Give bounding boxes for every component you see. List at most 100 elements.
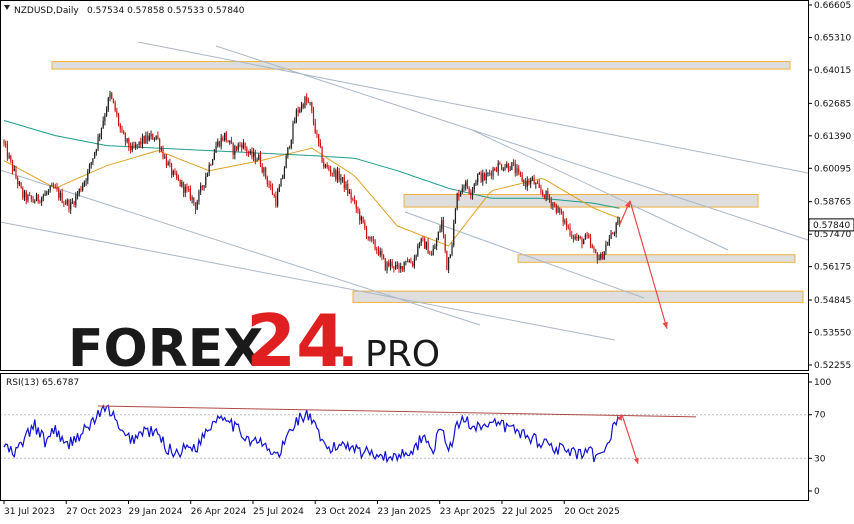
candle-body [554,203,556,205]
candle-body [288,147,291,149]
candle-body [347,184,349,194]
candle-body [324,164,327,168]
candle-body [304,96,306,108]
candle-body [135,144,137,148]
x-tick-label: 23 Apr 2025 [440,507,496,517]
candle-body [326,164,328,167]
candle-body [114,102,116,111]
candle-body [331,173,333,174]
candle-body [518,168,520,172]
candle-body [181,182,183,187]
candle-body [601,254,604,260]
candle-body [176,172,178,178]
candle-body [437,231,439,241]
candle-body [39,200,41,203]
candle-body [595,249,597,254]
candle-body [131,145,133,151]
candle-body [237,144,239,150]
candle-body [613,233,616,234]
candle-body [487,173,489,174]
candle-body [454,209,457,224]
candle-body [480,172,482,182]
candle-body [277,191,279,206]
candle-body [307,101,309,103]
candle-body [468,188,470,193]
candle-body [99,135,101,137]
candle-body [442,220,445,235]
candle-body [583,239,585,245]
candle-body [528,180,530,184]
candle-body [85,180,87,182]
candle-body [148,136,150,141]
logo-text-24: 24 [246,299,346,383]
candle-body [386,262,388,271]
candle-body [504,167,506,170]
candle-body [610,233,612,239]
candle-body [394,265,397,269]
forecast-arrows [619,200,668,329]
candle-body [338,170,340,181]
candle-body [424,239,426,249]
candle-body [485,173,487,180]
candle-body [543,194,545,199]
candle-body [579,236,581,239]
candle-body [295,110,298,122]
candle-body [596,253,598,261]
candle-body [210,164,212,166]
candle-body [401,266,404,270]
candle-body [333,169,335,174]
candle-body [300,104,303,110]
price-zone [517,254,796,263]
candle-body [218,141,221,147]
candle-body [461,188,463,192]
candle-body [121,128,123,132]
candle-body [191,197,193,200]
candle-body [75,195,77,205]
candle-body [225,132,227,141]
candle-body [499,163,501,165]
candle-body [136,144,138,146]
candle-body [206,173,209,177]
candle-body [263,167,265,173]
candle-body [372,239,374,241]
candle-body [170,163,173,175]
candle-body [516,168,518,174]
candle-body [586,234,588,236]
candle-body [584,234,586,240]
candle-body [376,248,378,251]
candle-body [302,104,304,108]
candle-body [41,197,43,203]
candle-body [17,177,19,185]
candle-body [506,164,508,168]
candle-body [247,152,250,154]
forecast-arrow-head-icon [624,200,630,208]
candle-body [432,249,434,256]
candle-body [341,177,344,179]
candle-body [571,235,573,237]
candle-body [213,152,215,160]
candle-body [340,178,342,181]
candle-body [410,260,412,264]
candle-body [82,185,84,191]
candle-body [162,149,164,158]
candle-body [311,102,313,111]
dropdown-triangle-icon[interactable] [4,5,10,10]
candle-body [42,195,44,198]
rsi-arrow-head-icon [617,414,622,421]
candle-body [417,245,419,256]
candle-body [355,200,357,209]
candle-body [545,191,547,199]
candle-body [535,183,537,185]
candle-body [588,234,590,239]
candle-body [184,186,186,193]
price-candles [3,90,621,274]
candle-body [538,183,540,188]
moving-averages [3,120,620,247]
candle-body [619,220,621,225]
candle-body [49,186,51,191]
candle-body [482,173,484,182]
y-tick-label: 0.54845 [814,296,851,306]
candle-body [436,240,438,247]
y-tick-label: 0.53550 [814,329,851,339]
candle-body [509,169,511,171]
